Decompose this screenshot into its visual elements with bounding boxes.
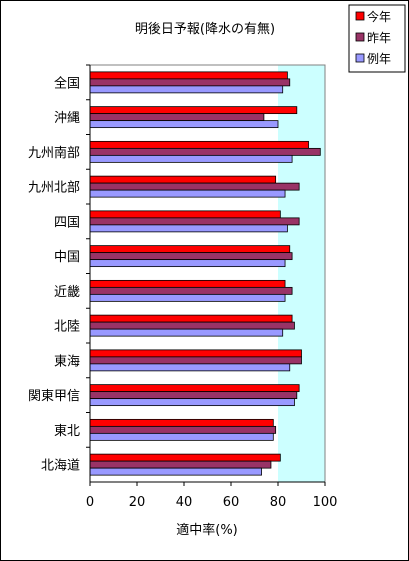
legend-swatch <box>355 32 365 42</box>
legend-swatch <box>355 53 365 63</box>
bar-1-7 <box>89 279 286 288</box>
category-label: 北海道 <box>41 459 80 474</box>
bar-3-1 <box>89 85 284 94</box>
x-tick-label: 80 <box>270 495 287 510</box>
bar-3-3 <box>89 154 293 163</box>
bar-3-12 <box>89 467 262 476</box>
chart-title: 明後日予報(降水の有無) <box>135 22 275 37</box>
legend-label: 昨年 <box>367 31 391 45</box>
bar-2-7 <box>89 286 293 295</box>
bar-3-7 <box>89 293 286 302</box>
category-label: 沖縄 <box>54 111 80 126</box>
category-label: 近畿 <box>54 285 80 300</box>
bar-3-2 <box>89 120 279 129</box>
bar-2-8 <box>89 321 295 330</box>
bar-2-10 <box>89 391 298 400</box>
category-label: 九州北部 <box>28 181 80 196</box>
x-tick-label: 60 <box>223 495 240 510</box>
x-tick-labels: 0 20 40 60 80 100 <box>86 482 338 510</box>
category-label: 関東甲信 <box>28 388 80 404</box>
bar-1-8 <box>89 314 293 323</box>
legend-label: 例年 <box>367 52 391 66</box>
category-label: 四国 <box>54 215 80 230</box>
bar-2-6 <box>89 252 293 261</box>
bar-1-4 <box>89 175 277 184</box>
bar-1-2 <box>89 106 298 115</box>
bar-3-8 <box>89 328 284 337</box>
bar-1-9 <box>89 349 302 358</box>
bar-1-12 <box>89 453 281 462</box>
category-label: 北陸 <box>54 319 80 335</box>
bar-2-12 <box>89 460 272 469</box>
bar-2-1 <box>89 78 291 87</box>
x-tick-label: 40 <box>176 495 193 510</box>
x-tick-label: 0 <box>86 495 94 510</box>
bar-1-5 <box>89 210 281 219</box>
category-label: 中国 <box>54 250 80 265</box>
bar-2-3 <box>89 147 321 156</box>
legend-label: 今年 <box>367 9 391 24</box>
bar-3-4 <box>89 189 286 198</box>
bar-2-11 <box>89 425 277 434</box>
bar-3-10 <box>89 398 295 407</box>
category-label: 東北 <box>54 423 80 439</box>
category-label: 九州南部 <box>28 145 80 161</box>
bar-1-3 <box>89 140 309 149</box>
bar-3-5 <box>89 224 288 233</box>
x-axis-label: 適中率(%) <box>176 522 238 538</box>
bar-1-10 <box>89 384 300 393</box>
x-tick-label: 100 <box>313 495 338 510</box>
shaded-region <box>278 65 325 482</box>
bar-1-1 <box>89 71 288 80</box>
category-label: 東海 <box>54 353 80 369</box>
bar-3-11 <box>89 432 274 441</box>
bar-3-9 <box>89 363 291 372</box>
bar-2-9 <box>89 356 302 365</box>
bar-2-5 <box>89 217 300 226</box>
bar-2-4 <box>89 182 300 191</box>
bar-2-2 <box>89 113 265 122</box>
category-label: 全国 <box>54 75 80 91</box>
bar-3-6 <box>89 259 286 268</box>
bar-1-6 <box>89 245 291 254</box>
bar-1-11 <box>89 418 274 427</box>
x-tick-label: 20 <box>129 495 146 510</box>
legend-swatch <box>355 11 365 21</box>
